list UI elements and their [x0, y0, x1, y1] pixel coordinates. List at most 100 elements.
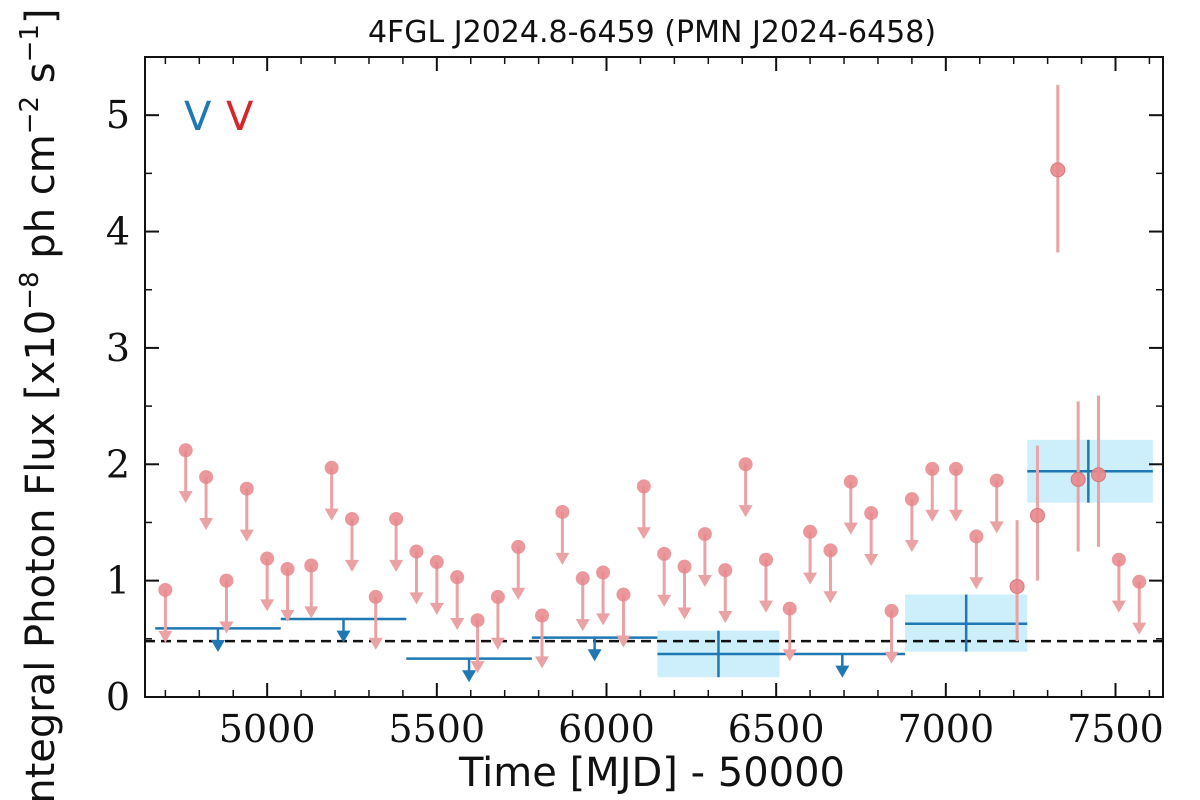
upper-limit-point [657, 546, 672, 561]
plot-frame [144, 56, 1164, 698]
upper-limit-point [1111, 552, 1126, 567]
upper-limit-arrow [697, 574, 712, 587]
detection-point [1050, 162, 1066, 178]
upper-limit-point [511, 539, 526, 554]
upper-limit-point [1132, 574, 1147, 589]
y-axis-label-mid: ph cm [18, 134, 64, 271]
upper-limit-arrow [925, 509, 940, 522]
detection-point [1029, 507, 1045, 523]
upper-limit-point [969, 529, 984, 544]
upper-limit-arrow [636, 527, 651, 540]
upper-limit-arrow [657, 594, 672, 607]
upper-limit-point [304, 558, 319, 573]
upper-limit-arrow [989, 521, 1004, 534]
upper-limit-point [239, 481, 254, 496]
x-tick-label: 7000 [897, 707, 994, 751]
chart-title: 4FGL J2024.8-6459 (PMN J2024-6458) [368, 15, 936, 50]
upper-limit-point [864, 506, 879, 521]
upper-limit-arrow [199, 517, 214, 530]
detection-point [1070, 471, 1086, 487]
upper-limit-point [535, 608, 550, 623]
y-tick-label: 5 [106, 93, 130, 137]
upper-limit-point [925, 461, 940, 476]
x-tick-label: 7500 [1067, 707, 1164, 751]
y-tick-label: 3 [106, 326, 130, 370]
upper-limit-arrow [490, 637, 505, 650]
upper-limit-point [803, 524, 818, 539]
upper-limit-point [575, 571, 590, 586]
legend-entry: V [226, 94, 254, 140]
upper-limit-point [219, 573, 234, 588]
upper-limit-arrow [738, 505, 753, 518]
upper-limit-arrow [864, 554, 879, 567]
upper-limit-arrow [158, 630, 173, 643]
long-bin-arrow-head [587, 649, 602, 662]
y-tick-label: 1 [106, 559, 130, 603]
x-tick-label: 5500 [388, 707, 485, 751]
upper-limit-arrow [368, 637, 383, 650]
upper-limit-arrow [429, 602, 444, 615]
upper-limit-arrow [344, 559, 359, 572]
y-axis-label-exp3: −1 [15, 24, 45, 62]
long-bin-arrow-head [210, 639, 225, 652]
y-axis-label: Integral Photon Flux [x10−8 ph cm−2 s−1] [15, 8, 64, 800]
upper-limit-point [596, 565, 611, 580]
x-tick-label: 6000 [558, 707, 655, 751]
upper-limit-arrow [1111, 600, 1126, 613]
upper-limit-arrow [758, 600, 773, 613]
upper-limit-arrow [884, 651, 899, 664]
upper-limit-point [389, 511, 404, 526]
upper-limit-arrow [260, 599, 275, 612]
upper-limit-point [989, 473, 1004, 488]
upper-limit-point [677, 559, 692, 574]
upper-limit-point [782, 601, 797, 616]
upper-limit-arrow [470, 661, 485, 674]
upper-limit-arrow [178, 491, 193, 504]
long-bin-arrow-head [462, 670, 477, 683]
upper-limit-point [843, 474, 858, 489]
upper-limit-point [199, 470, 214, 485]
short-bin-markers [158, 84, 1147, 674]
upper-limit-point [616, 587, 631, 602]
upper-limit-point [490, 589, 505, 604]
upper-limit-point [718, 563, 733, 578]
upper-limit-point [409, 544, 424, 559]
upper-limit-point [697, 527, 712, 542]
x-tick-label: 6500 [728, 707, 825, 751]
upper-limit-point [470, 613, 485, 628]
upper-limit-arrow [219, 621, 234, 634]
upper-limit-point [178, 443, 193, 458]
y-axis-label-end: ] [18, 8, 64, 24]
upper-limit-point [758, 552, 773, 567]
upper-limit-arrow [535, 656, 550, 669]
upper-limit-point [555, 504, 570, 519]
upper-limit-point [949, 461, 964, 476]
upper-limit-arrow [1132, 622, 1147, 635]
upper-limit-point [823, 543, 838, 558]
upper-limit-arrow [782, 649, 797, 662]
upper-limit-arrow [389, 559, 404, 572]
upper-limit-arrow [904, 540, 919, 553]
upper-limit-arrow [843, 522, 858, 535]
long-bin-markers [155, 439, 1153, 683]
upper-limit-arrow [616, 635, 631, 648]
upper-limit-arrow [718, 611, 733, 624]
long-bin-arrow-head [336, 630, 351, 643]
upper-limit-arrow [823, 591, 838, 604]
upper-limit-arrow [450, 618, 465, 631]
upper-limit-point [344, 511, 359, 526]
upper-limit-point [324, 460, 339, 475]
upper-limit-arrow [409, 592, 424, 605]
upper-limit-arrow [677, 607, 692, 620]
x-tick-labels: 5000 5500 6000 6500 7000 7500 [219, 707, 1164, 751]
upper-limit-arrow [280, 609, 295, 622]
y-tick-labels: 0 1 2 3 4 5 [106, 93, 130, 719]
upper-limit-arrow [511, 587, 526, 600]
upper-limit-arrow [803, 572, 818, 585]
detection-point [1091, 467, 1107, 483]
upper-limit-point [158, 582, 173, 597]
upper-limit-arrow [596, 613, 611, 626]
y-axis-label-main: Integral Photon Flux [x10 [18, 310, 64, 800]
